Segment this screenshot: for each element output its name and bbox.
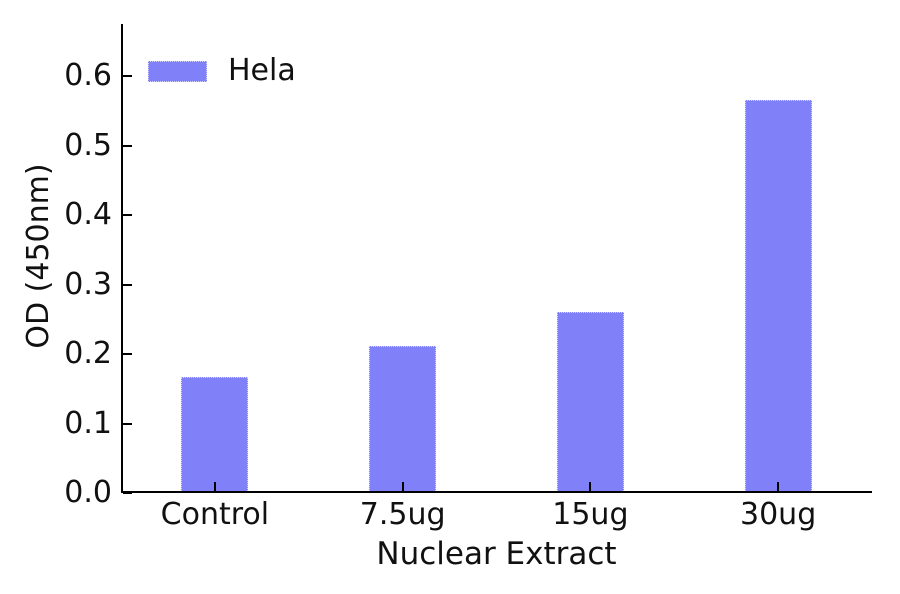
y-tick-mark bbox=[123, 492, 132, 494]
x-tick-label-15ug: 15ug bbox=[552, 497, 629, 532]
x-tick-label-7-5ug: 7.5ug bbox=[359, 497, 446, 532]
x-tick-mark bbox=[213, 482, 216, 491]
bar-hela-7-5ug bbox=[369, 345, 437, 491]
legend-swatch-hela bbox=[148, 60, 207, 82]
y-tick-mark bbox=[123, 422, 132, 425]
y-tick-mark bbox=[123, 283, 132, 286]
plot-area: Hela bbox=[121, 24, 872, 494]
y-axis-label: OD (450nm) bbox=[21, 163, 56, 349]
x-axis-label: Nuclear Extract bbox=[376, 536, 617, 572]
y-tick-label: 0.5 bbox=[64, 127, 112, 163]
y-tick-label: 0.4 bbox=[64, 197, 112, 233]
y-tick-label: 0.0 bbox=[64, 475, 112, 510]
y-tick-mark bbox=[123, 144, 132, 147]
y-tick-mark bbox=[123, 75, 132, 78]
x-tick-mark bbox=[401, 482, 404, 491]
x-tick-mark bbox=[589, 482, 592, 491]
bar-hela-30ug bbox=[744, 100, 812, 491]
x-tick-label-control: Control bbox=[160, 497, 270, 532]
bar-hela-15ug bbox=[556, 311, 624, 491]
y-axis-line bbox=[121, 24, 123, 493]
legend-label-hela: Hela bbox=[228, 53, 296, 88]
y-tick-label: 0.6 bbox=[64, 58, 112, 94]
bar-hela-control bbox=[181, 376, 249, 491]
y-tick-label: 0.3 bbox=[64, 266, 112, 302]
x-tick-label-30ug: 30ug bbox=[740, 497, 817, 532]
y-tick-label: 0.1 bbox=[64, 405, 112, 441]
x-axis-line bbox=[121, 491, 872, 493]
x-tick-mark bbox=[777, 482, 780, 491]
legend: Hela bbox=[148, 55, 296, 87]
y-tick-mark bbox=[123, 353, 132, 356]
y-tick-label: 0.2 bbox=[64, 336, 112, 372]
y-tick-mark bbox=[123, 214, 132, 217]
